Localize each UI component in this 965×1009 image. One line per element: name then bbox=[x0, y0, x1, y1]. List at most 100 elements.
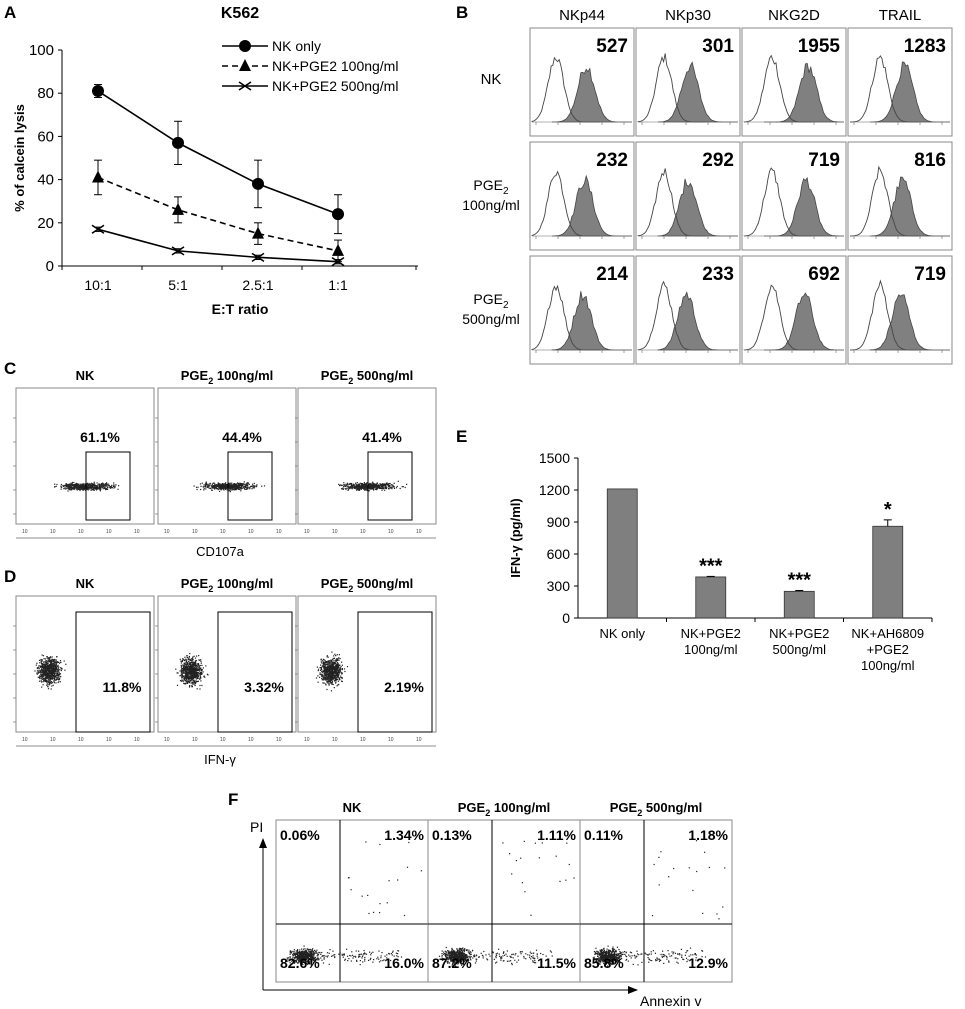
histogram-isotype bbox=[849, 165, 918, 237]
axis-tick-label: 10 bbox=[248, 529, 254, 535]
event-dot bbox=[305, 949, 307, 951]
event-dot bbox=[377, 956, 379, 958]
event-dot bbox=[43, 658, 45, 660]
event-dot bbox=[349, 486, 352, 488]
event-dot bbox=[231, 488, 234, 490]
event-dot bbox=[225, 482, 227, 484]
event-dot bbox=[316, 952, 318, 954]
event-dot bbox=[53, 664, 56, 666]
event-dot bbox=[322, 676, 324, 678]
event-dot bbox=[214, 483, 216, 485]
legend-label-1: NK+PGE2 100ng/ml bbox=[272, 58, 398, 74]
event-dot bbox=[204, 483, 206, 485]
event-dot bbox=[40, 660, 42, 662]
event-dot bbox=[350, 955, 352, 957]
event-dot bbox=[40, 662, 42, 664]
event-dot bbox=[299, 957, 301, 959]
event-dot bbox=[180, 666, 182, 668]
plot-title-rest: 500ng/ml bbox=[353, 576, 413, 591]
event-dot bbox=[77, 483, 79, 485]
event-dot bbox=[327, 670, 329, 672]
event-dot bbox=[323, 664, 325, 666]
event-dot bbox=[373, 489, 375, 491]
event-dot bbox=[244, 487, 246, 489]
event-dot bbox=[359, 488, 361, 490]
x-axis-label: Annexin v bbox=[640, 993, 701, 1009]
event-dot bbox=[397, 480, 399, 482]
panel-label-a: A bbox=[4, 3, 16, 22]
event-dot bbox=[317, 668, 320, 670]
event-dot bbox=[468, 955, 470, 957]
event-dot bbox=[68, 488, 71, 490]
event-dot bbox=[331, 665, 333, 667]
event-dot bbox=[293, 951, 295, 953]
event-dot bbox=[309, 948, 311, 950]
event-dot bbox=[296, 958, 298, 960]
event-dot bbox=[326, 678, 328, 680]
event-dot bbox=[186, 663, 188, 665]
event-dot bbox=[196, 680, 199, 683]
event-dot bbox=[44, 664, 46, 666]
event-dot bbox=[199, 483, 202, 485]
event-dot bbox=[54, 668, 56, 670]
event-dot bbox=[334, 666, 336, 668]
event-dot bbox=[191, 678, 193, 680]
event-dot bbox=[334, 671, 336, 673]
event-dot bbox=[105, 485, 107, 487]
event-dot bbox=[328, 681, 330, 683]
event-dot bbox=[181, 676, 183, 678]
event-dot bbox=[321, 951, 323, 954]
event-dot bbox=[183, 670, 185, 672]
significance-marker: *** bbox=[699, 555, 723, 577]
event-dot bbox=[384, 485, 386, 487]
event-dot bbox=[44, 673, 46, 675]
event-dot bbox=[330, 675, 332, 677]
event-dot bbox=[339, 664, 341, 667]
event-dot bbox=[332, 677, 334, 679]
event-dot bbox=[312, 956, 314, 958]
event-dot bbox=[98, 483, 100, 485]
event-dot bbox=[323, 668, 325, 670]
event-dot bbox=[325, 664, 327, 666]
event-dot bbox=[193, 675, 195, 677]
event-dot bbox=[193, 667, 195, 669]
event-dot bbox=[53, 660, 55, 662]
event-dot bbox=[51, 669, 53, 671]
event-dot bbox=[242, 484, 244, 486]
event-dot bbox=[330, 682, 332, 684]
event-dot bbox=[201, 669, 203, 671]
event-dot bbox=[293, 949, 295, 951]
event-dot bbox=[190, 675, 192, 678]
event-dot bbox=[93, 486, 95, 488]
event-dot bbox=[321, 679, 323, 681]
event-dot bbox=[312, 953, 314, 955]
event-dot bbox=[192, 664, 194, 666]
event-dot bbox=[300, 960, 302, 962]
event-dot bbox=[181, 671, 183, 674]
event-dot bbox=[181, 659, 184, 662]
event-dot bbox=[226, 484, 228, 486]
event-dot bbox=[393, 955, 395, 957]
axis-tick-label: 10 bbox=[192, 737, 198, 743]
event-dot bbox=[310, 962, 313, 964]
event-dot bbox=[102, 486, 104, 488]
event-dot bbox=[189, 665, 191, 667]
event-dot bbox=[226, 487, 228, 489]
event-dot bbox=[206, 673, 208, 675]
event-dot bbox=[193, 655, 195, 657]
event-dot bbox=[355, 485, 357, 488]
y-tick-label: 0 bbox=[562, 610, 570, 626]
event-dot bbox=[319, 676, 321, 678]
event-dot bbox=[194, 671, 196, 673]
event-dot bbox=[375, 485, 377, 488]
event-dot bbox=[191, 686, 193, 688]
event-dot bbox=[308, 951, 310, 953]
event-dot bbox=[330, 667, 332, 669]
event-dot bbox=[36, 662, 38, 664]
event-dot bbox=[64, 488, 66, 490]
event-dot bbox=[369, 484, 371, 486]
event-dot bbox=[306, 952, 308, 954]
event-dot bbox=[45, 662, 47, 664]
event-dot bbox=[322, 962, 325, 964]
